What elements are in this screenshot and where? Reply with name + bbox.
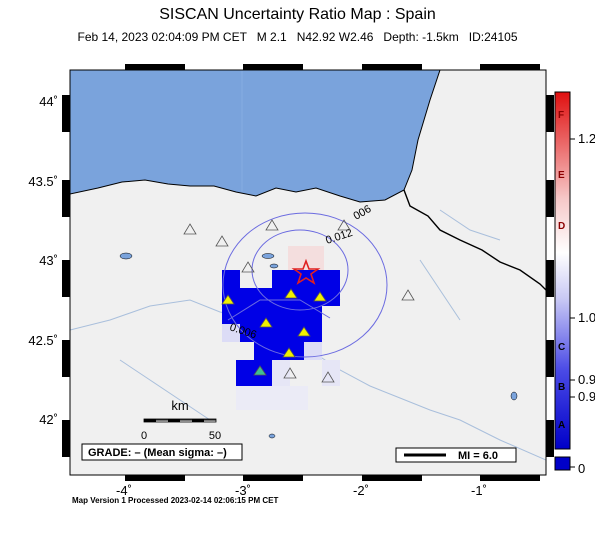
scalebar-end: 50 xyxy=(209,430,221,442)
grade-box xyxy=(81,443,243,461)
colorbar-value: 0.9 xyxy=(578,372,595,387)
map-title: SISCAN Uncertainty Ratio Map : Spain xyxy=(159,6,436,23)
colorbar-value: 0 xyxy=(578,461,585,476)
y-tick-label: 44˚ xyxy=(39,94,58,109)
frame-ticks xyxy=(62,64,554,481)
grade-label: GRADE: – (Mean sigma: –) xyxy=(88,447,227,459)
contours xyxy=(222,212,388,358)
y-tick-label: 43.5˚ xyxy=(28,174,58,189)
uncertainty-grid xyxy=(222,246,340,410)
colorbar-letter: B xyxy=(558,382,565,393)
x-tick-label: -4˚ xyxy=(116,483,132,498)
scalebar-unit: km xyxy=(171,398,188,413)
epicenter-star-icon xyxy=(291,258,321,285)
border-line xyxy=(403,189,546,291)
y-tick-label: 43˚ xyxy=(39,253,58,268)
x-tick-label: -2˚ xyxy=(353,483,369,498)
x-tick-label: -1˚ xyxy=(471,483,487,498)
colorbar-letter: A xyxy=(558,420,565,431)
mi-box xyxy=(395,447,517,463)
lakes xyxy=(119,252,518,439)
colorbar-value: 1.0 xyxy=(578,310,595,325)
event-info: Feb 14, 2023 02:04:09 PM CET M 2.1 N42.9… xyxy=(77,30,518,44)
colorbar-letter: D xyxy=(558,221,565,232)
colorbar-value: 0.9 xyxy=(578,389,595,404)
stations xyxy=(183,219,415,383)
sea-area xyxy=(70,70,441,203)
y-tick-label: 42˚ xyxy=(39,412,58,427)
mi-label: MI = 6.0 xyxy=(458,450,498,462)
colorbar: F E D C B A 1.2 1.0 0.9 0.9 0 xyxy=(554,91,595,476)
colorbar-letter: C xyxy=(558,342,565,353)
scalebar: km 0 50 xyxy=(141,398,221,442)
y-tick-label: 42.5˚ xyxy=(28,333,58,348)
footer-text: Map Version 1 Processed 2023-02-14 02:06… xyxy=(72,496,279,505)
scalebar-start: 0 xyxy=(141,430,147,442)
x-tick-label: -3˚ xyxy=(235,483,251,498)
colorbar-letter: F xyxy=(558,110,564,121)
colorbar-value: 1.2 xyxy=(578,131,595,146)
colorbar-letter: E xyxy=(558,170,565,181)
